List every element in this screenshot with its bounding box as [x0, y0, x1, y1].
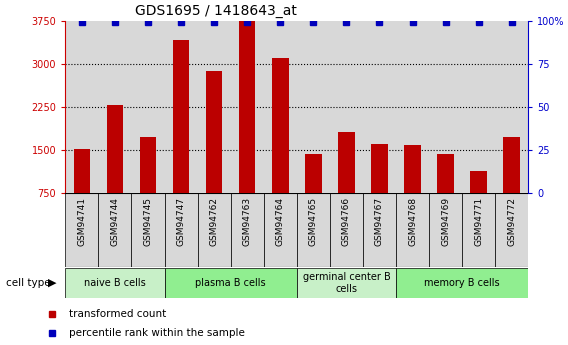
Bar [330, 193, 363, 267]
Text: plasma B cells: plasma B cells [195, 278, 266, 288]
Bar [296, 193, 330, 267]
Text: GSM94764: GSM94764 [275, 197, 285, 246]
Bar [107, 105, 123, 193]
Text: GSM94766: GSM94766 [342, 197, 351, 246]
Bar [305, 154, 321, 193]
Bar [363, 21, 396, 193]
Bar [198, 193, 231, 267]
Text: GSM94762: GSM94762 [210, 197, 219, 246]
Bar [495, 193, 528, 267]
Text: GSM94767: GSM94767 [375, 197, 384, 246]
Bar [131, 21, 165, 193]
Text: GDS1695 / 1418643_at: GDS1695 / 1418643_at [135, 4, 296, 18]
Text: GSM94765: GSM94765 [309, 197, 318, 246]
Bar [165, 193, 198, 267]
Bar [140, 137, 156, 193]
Bar [470, 171, 487, 193]
Bar [198, 21, 231, 193]
Bar [165, 268, 296, 298]
Bar [206, 71, 223, 193]
Bar [131, 193, 165, 267]
Text: GSM94745: GSM94745 [144, 197, 152, 246]
Bar [338, 132, 354, 193]
Text: GSM94771: GSM94771 [474, 197, 483, 246]
Bar [462, 21, 495, 193]
Bar [239, 21, 256, 193]
Bar [396, 193, 429, 267]
Bar [74, 149, 90, 193]
Bar [272, 58, 289, 193]
Bar [231, 193, 264, 267]
Text: cell type: cell type [6, 278, 51, 288]
Bar [503, 137, 520, 193]
Bar [173, 40, 189, 193]
Bar [371, 144, 388, 193]
Text: germinal center B
cells: germinal center B cells [303, 272, 390, 294]
Bar [165, 21, 198, 193]
Bar [429, 21, 462, 193]
Bar [396, 268, 528, 298]
Text: naive B cells: naive B cells [84, 278, 146, 288]
Bar [98, 193, 131, 267]
Bar [437, 154, 454, 193]
Text: transformed count: transformed count [69, 309, 166, 319]
Text: GSM94772: GSM94772 [507, 197, 516, 246]
Bar [98, 21, 131, 193]
Bar [330, 21, 363, 193]
Bar [404, 146, 421, 193]
Text: GSM94747: GSM94747 [177, 197, 186, 246]
Text: GSM94768: GSM94768 [408, 197, 417, 246]
Bar [65, 21, 98, 193]
Bar [462, 193, 495, 267]
Text: GSM94741: GSM94741 [77, 197, 86, 246]
Bar [296, 21, 330, 193]
Bar [396, 21, 429, 193]
Bar [65, 268, 165, 298]
Text: GSM94744: GSM94744 [110, 197, 119, 246]
Text: GSM94769: GSM94769 [441, 197, 450, 246]
Bar [264, 21, 297, 193]
Text: GSM94763: GSM94763 [243, 197, 252, 246]
Bar [296, 268, 396, 298]
Bar [429, 193, 462, 267]
Text: ▶: ▶ [48, 278, 57, 288]
Bar [231, 21, 264, 193]
Bar [65, 193, 98, 267]
Bar [264, 193, 297, 267]
Bar [495, 21, 528, 193]
Text: memory B cells: memory B cells [424, 278, 500, 288]
Text: percentile rank within the sample: percentile rank within the sample [69, 328, 245, 338]
Bar [363, 193, 396, 267]
